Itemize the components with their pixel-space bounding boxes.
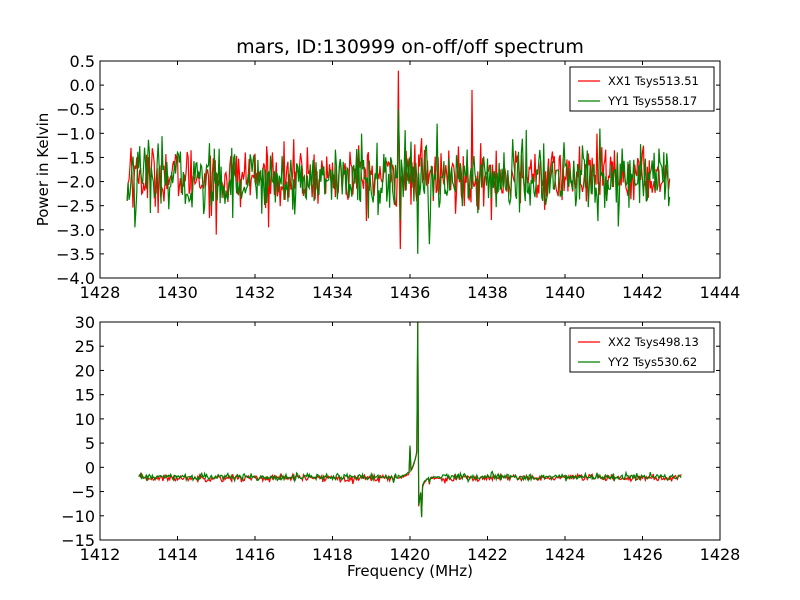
legend-box [569, 327, 715, 373]
y-tick-label: −2.5 [56, 197, 95, 216]
y-tick-label: −1.0 [56, 124, 95, 143]
x-tick-label: 1426 [622, 545, 663, 564]
y-tick-label: 0.5 [70, 52, 95, 71]
x-tick-label: 1420 [390, 545, 431, 564]
x-tick-label: 1412 [80, 545, 121, 564]
x-tick-label: 1432 [235, 283, 276, 302]
x-tick-label: 1438 [467, 283, 508, 302]
y-tick-label: 20 [75, 361, 95, 380]
x-tick-label: 1442 [622, 283, 663, 302]
legend-label: YY1 Tsys558.17 [607, 94, 697, 108]
y-tick-label: −1.5 [56, 148, 95, 167]
x-tick-label: 1428 [80, 283, 121, 302]
y-axis-title: Power in Kelvin [34, 113, 52, 227]
legend-label: YY2 Tsys530.62 [607, 355, 697, 369]
y-tick-label: 15 [75, 386, 95, 405]
legend-box [569, 66, 715, 112]
bottom-panel: 1412 1414 1416 1418 1420 1422 1424 1426 1428 30 25… [61, 313, 740, 580]
y-tick-label: 5 [85, 434, 95, 453]
series-line-yy2 [138, 322, 682, 518]
x-tick-label: 1414 [157, 545, 198, 564]
y-tick-label: −3.5 [56, 245, 95, 264]
y-tick-label: −10 [61, 507, 95, 526]
y-tick-label: 25 [75, 337, 95, 356]
x-tick-label: 1434 [312, 283, 353, 302]
y-tick-label: −15 [61, 531, 95, 550]
legend-label: XX1 Tsys513.51 [608, 74, 699, 88]
y-tick-label: −2.0 [56, 173, 95, 192]
series-line-yy1 [126, 109, 671, 254]
y-tick-label: −0.5 [56, 100, 95, 119]
x-tick-label: 1430 [157, 283, 198, 302]
legend: XX1 Tsys513.51 YY1 Tsys558.17 [569, 66, 715, 112]
x-tick-label: 1416 [235, 545, 276, 564]
top-panel: 1428 1430 1432 1434 1436 1438 1440 1442 1444 0.5 0… [34, 52, 740, 302]
figure-title: mars, ID:130999 on-off/off spectrum [236, 36, 584, 58]
x-tick-label: 1440 [545, 283, 586, 302]
x-tick-label: 1428 [700, 545, 741, 564]
y-tick-label: 0.0 [70, 76, 95, 95]
series-line-xx1 [126, 70, 671, 250]
y-tick-label: 0 [85, 458, 95, 477]
legend: XX2 Tsys498.13 YY2 Tsys530.62 [569, 327, 715, 373]
x-tick-label: 1436 [390, 283, 431, 302]
y-tick-label: −4.0 [56, 269, 95, 288]
x-tick-label: 1418 [312, 545, 353, 564]
x-tick-label: 1444 [700, 283, 741, 302]
y-tick-label: −5 [71, 483, 95, 502]
legend-label: XX2 Tsys498.13 [608, 335, 699, 349]
x-tick-label: 1422 [467, 545, 508, 564]
x-tick-label: 1424 [545, 545, 586, 564]
y-tick-label: 30 [75, 313, 95, 332]
x-axis-title: Frequency (MHz) [347, 562, 473, 580]
y-tick-label: 10 [75, 410, 95, 429]
y-tick-label: −3.0 [56, 221, 95, 240]
